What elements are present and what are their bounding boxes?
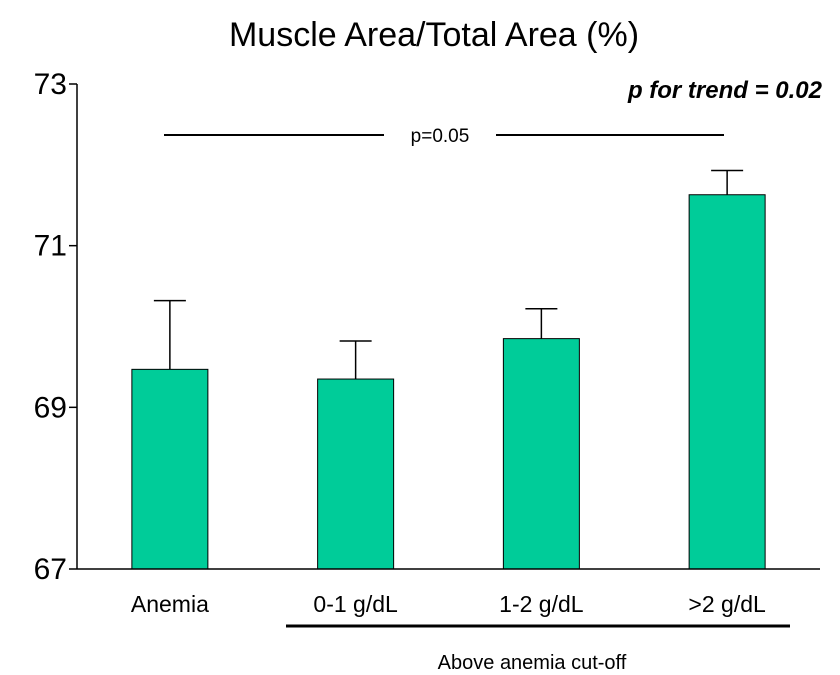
x-tick-label: 1-2 g/dL (499, 591, 584, 617)
y-ticks-group: 67 69 71 73 (34, 68, 77, 586)
y-tick-label: 69 (34, 391, 67, 424)
chart-title: Muscle Area/Total Area (%) (229, 16, 639, 54)
group-label: Above anemia cut-off (438, 652, 627, 674)
x-tick-label: Anemia (131, 591, 209, 617)
trend-annotation: p for trend = 0.02 (627, 77, 823, 104)
x-ticks-group: Anemia 0-1 g/dL 1-2 g/dL >2 g/dL (131, 591, 766, 617)
x-tick-label: 0-1 g/dL (313, 591, 398, 617)
bar (502, 338, 580, 570)
y-tick-label: 67 (34, 553, 67, 586)
bar (317, 378, 395, 570)
comparison-annotation: p=0.05 (411, 126, 470, 147)
error-bars-group (153, 169, 744, 380)
x-tick-label: >2 g/dL (688, 591, 766, 617)
y-tick-label: 73 (34, 68, 67, 101)
bar (131, 368, 209, 570)
bars-group (131, 194, 766, 570)
bar (688, 194, 766, 570)
y-tick-label: 71 (34, 230, 67, 263)
